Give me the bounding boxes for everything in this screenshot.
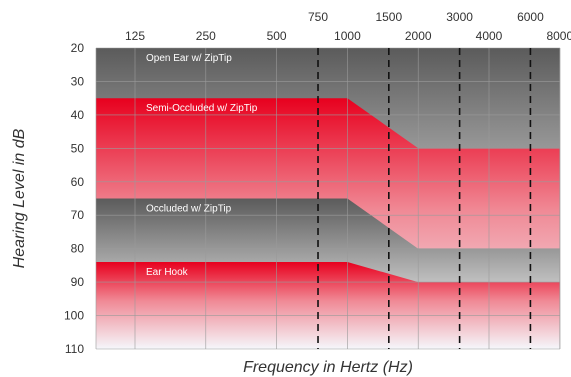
x-top-tick-label: 1500 [375,10,402,24]
y-tick-label: 30 [71,74,85,88]
y-tick-label: 80 [71,242,85,256]
y-tick-label: 50 [71,141,85,155]
x-tick-label: 2000 [405,29,432,43]
x-top-tick-label: 3000 [446,10,473,24]
y-tick-label: 40 [71,108,85,122]
x-top-tick-label: 6000 [517,10,544,24]
band-layer [96,48,560,349]
y-tick-label: 70 [71,208,85,222]
x-tick-label: 125 [125,29,145,43]
band-ear-hook [96,262,560,349]
x-tick-label: 1000 [334,29,361,43]
series-label: Open Ear w/ ZipTip [146,53,232,64]
y-axis-label: Hearing Level in dB [11,128,28,268]
series-label: Ear Hook [146,267,189,278]
grid-layer [95,47,561,350]
y-tick-label: 90 [71,275,85,289]
y-tick-label: 110 [65,342,84,356]
x-tick-label: 500 [267,29,287,43]
x-top-tick-label: 750 [308,10,328,24]
y-tick-label: 100 [64,309,84,323]
x-tick-label: 4000 [476,29,503,43]
x-axis-label: Frequency in Hertz (Hz) [243,359,413,376]
series-label: Semi-Occluded w/ ZipTip [146,103,258,114]
series-label: Occluded w/ ZipTip [146,204,232,215]
label-layer: Open Ear w/ ZipTip Semi-Occluded w/ ZipTi… [64,10,571,356]
x-tick-label: 250 [196,29,216,43]
y-tick-label: 60 [71,175,85,189]
y-tick-label: 20 [71,41,85,55]
x-tick-label: 8000 [546,29,571,43]
